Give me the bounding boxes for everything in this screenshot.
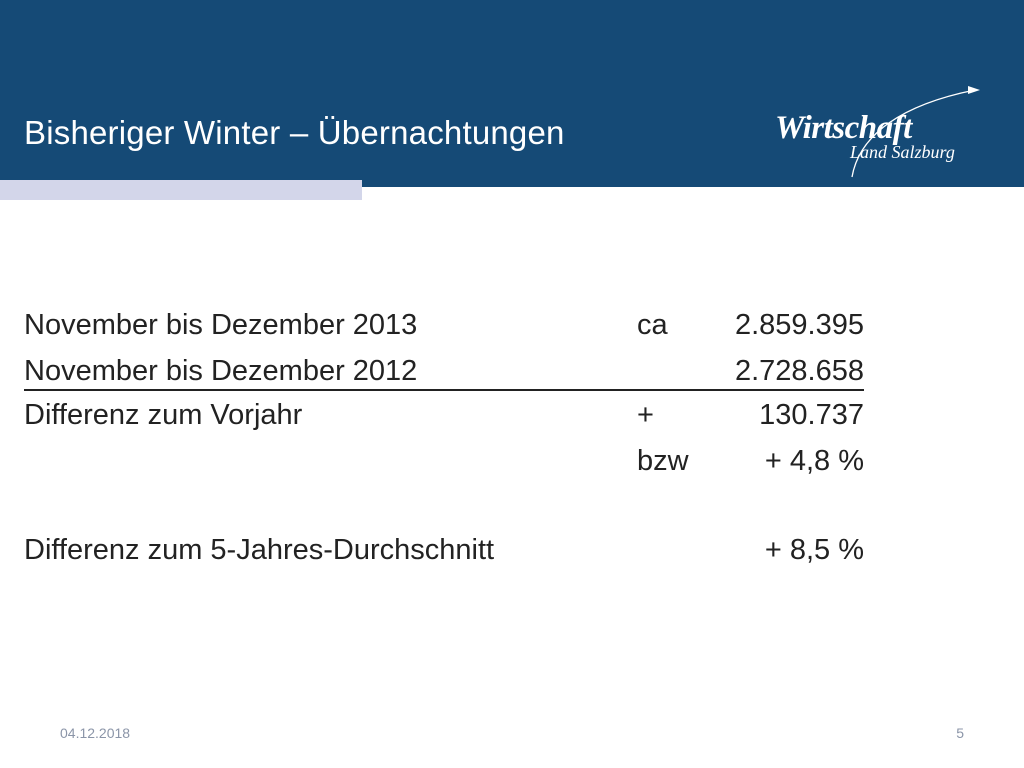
wirtschaft-logo: Wirtschaft Land Salzburg [770,82,990,182]
row-value: + 8,5 % [764,534,864,566]
row-difference-5-year-average: Differenz zum 5-Jahres-Durchschnitt + 8,… [24,534,864,580]
footer-date: 04.12.2018 [60,725,131,741]
logo-swoosh-icon [851,86,980,178]
header-bar [0,0,1024,187]
row-difference-percent: bzw + 4,8 % [24,445,864,491]
row-nov-dec-2012: November bis Dezember 2012 2.728.658 [24,355,864,391]
header-accent-bar [0,180,362,200]
logo-subtitle: Land Salzburg [850,142,955,162]
slide-title: Bisheriger Winter – Übernachtungen [24,114,565,151]
row-prefix: ca [637,309,668,341]
row-value: + 4,8 % [764,445,864,477]
row-value: 130.737 [759,399,864,431]
row-value: 2.859.395 [734,309,864,341]
footer-page-number: 5 [956,725,964,741]
row-label: Differenz zum Vorjahr [24,399,303,431]
row-label: November bis Dezember 2013 [24,309,418,341]
row-difference-previous-year: Differenz zum Vorjahr + 130.737 [24,399,864,445]
row-prefix: + [637,399,654,431]
logo-wordmark: Wirtschaft [775,110,912,146]
row-nov-dec-2013: November bis Dezember 2013 ca 2.859.395 [24,309,864,355]
row-prefix: bzw [637,445,689,477]
row-label: November bis Dezember 2012 [24,355,418,387]
row-value: 2.728.658 [734,355,864,387]
row-label: Differenz zum 5-Jahres-Durchschnitt [24,534,495,566]
